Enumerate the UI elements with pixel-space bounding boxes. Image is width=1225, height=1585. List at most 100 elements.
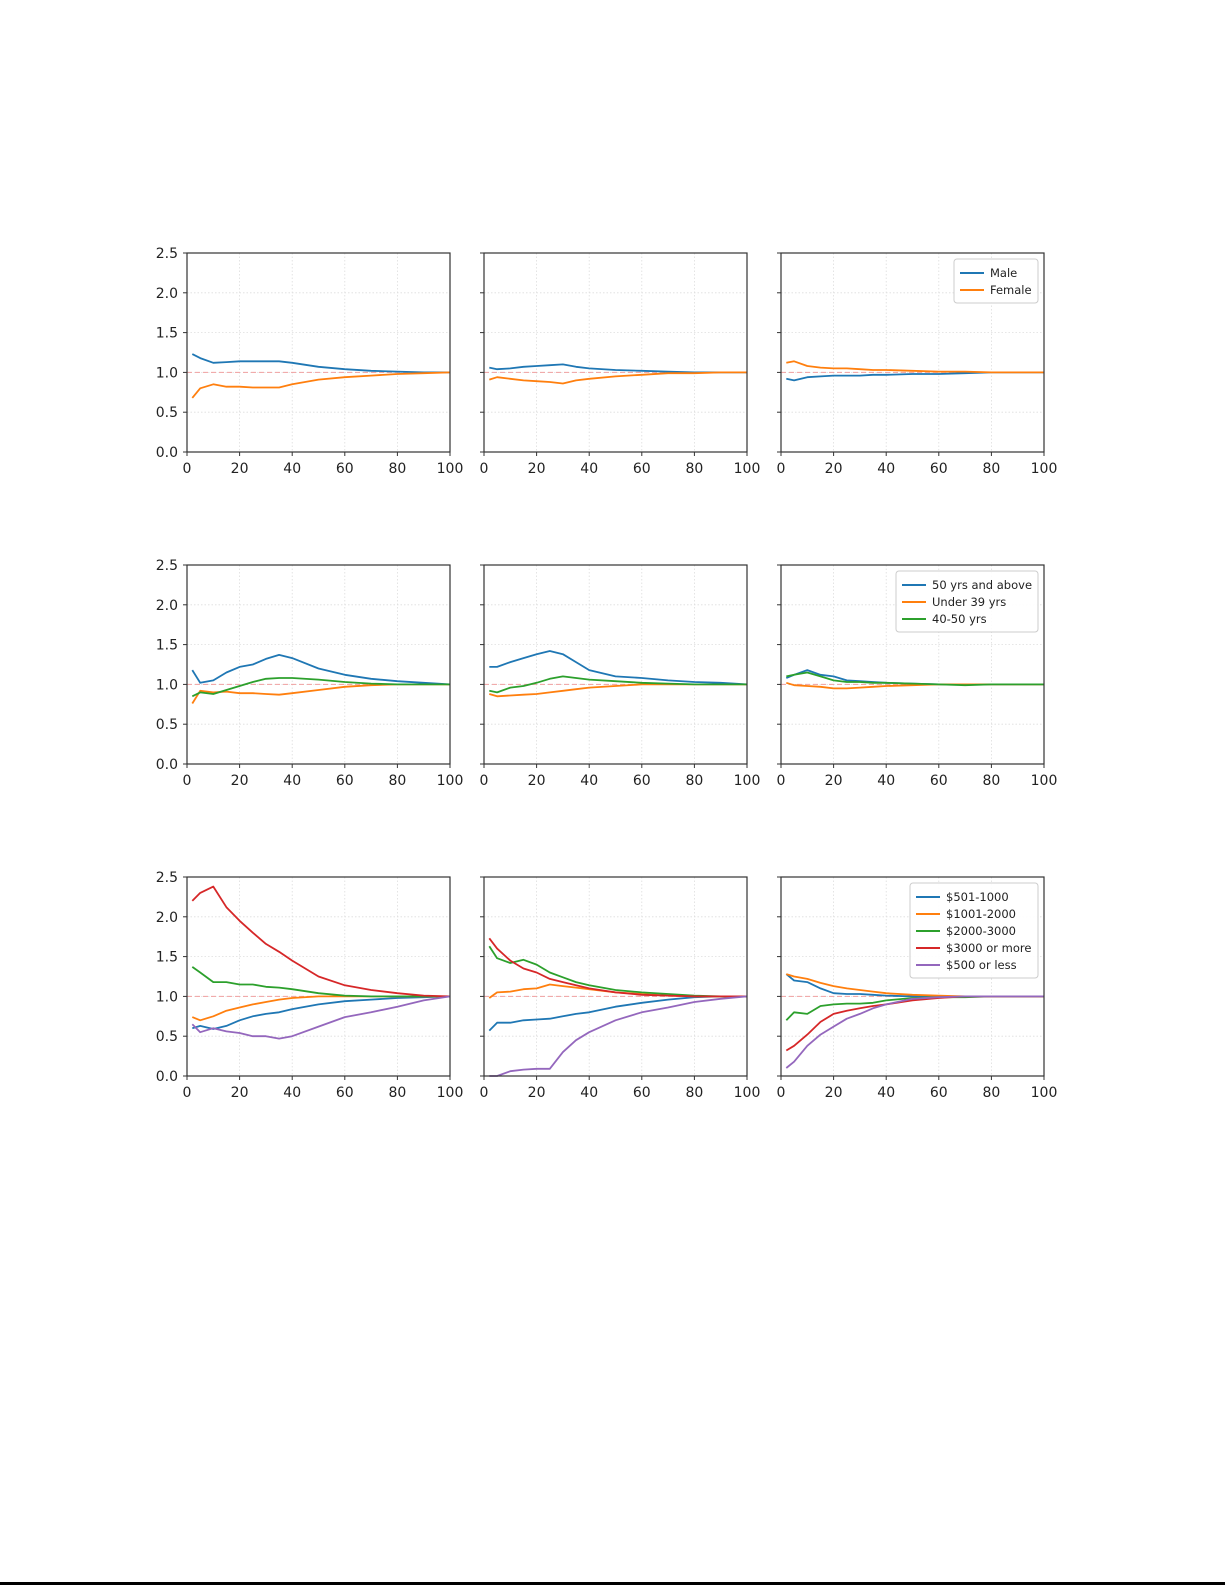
series-line--500-or-less bbox=[489, 995, 748, 1077]
axes-frame bbox=[483, 876, 748, 1077]
x-tick-label: 100 bbox=[734, 1085, 761, 1101]
x-tick-label: 40 bbox=[283, 773, 301, 789]
series-line-40-50-yrs bbox=[786, 671, 1044, 687]
panel-r3-c2: 0 20 40 60 80 100 bbox=[480, 876, 761, 1101]
x-tick-label: 0 bbox=[183, 1085, 192, 1101]
axes-frame bbox=[483, 252, 748, 453]
x-tick-label: 20 bbox=[528, 1085, 546, 1101]
series-line-male bbox=[489, 363, 747, 374]
x-tick-label: 60 bbox=[336, 461, 354, 477]
x-tick-label: 100 bbox=[437, 461, 464, 477]
series-line-female bbox=[191, 371, 451, 399]
series-line-under-39-yrs bbox=[489, 683, 747, 698]
x-tick-label: 40 bbox=[877, 773, 895, 789]
y-tick-label: 2.5 bbox=[156, 870, 178, 886]
x-tick-label: 80 bbox=[388, 461, 406, 477]
x-tick-label: 60 bbox=[930, 461, 948, 477]
series-line--1001-2000 bbox=[191, 995, 450, 1022]
panel-r3-c3: 0 20 40 60 80 100 $501-1000 $1001-2000 $2000-300… bbox=[777, 876, 1057, 1101]
panel-r2-c3: 0 20 40 60 80 100 50 yrs and above Under 39 yrs… bbox=[777, 564, 1058, 789]
series-line-male bbox=[786, 371, 1044, 382]
x-tick-label: 20 bbox=[825, 773, 843, 789]
x-tick-label: 20 bbox=[528, 461, 546, 477]
x-tick-label: 20 bbox=[231, 1085, 249, 1101]
y-tick-label: 2.5 bbox=[156, 246, 178, 262]
series-line-female bbox=[489, 371, 747, 385]
x-tick-label: 0 bbox=[183, 773, 192, 789]
series-line--3000-or-more bbox=[191, 885, 451, 998]
axes-frame bbox=[186, 876, 451, 1077]
legend-box bbox=[895, 570, 1039, 633]
x-tick-label: 100 bbox=[734, 773, 761, 789]
series-line--2000-3000 bbox=[191, 966, 450, 998]
axes-frame bbox=[186, 252, 451, 453]
y-tick-label: 0.5 bbox=[156, 717, 178, 733]
x-tick-label: 0 bbox=[183, 461, 192, 477]
axes-frame bbox=[780, 252, 1045, 453]
series-line-40-50-yrs bbox=[489, 675, 747, 694]
x-tick-label: 80 bbox=[982, 1085, 1000, 1101]
axes-frame bbox=[780, 564, 1045, 765]
x-tick-label: 60 bbox=[633, 773, 651, 789]
legend-label: Male bbox=[990, 266, 1017, 280]
y-tick-label: 2.5 bbox=[156, 558, 178, 574]
legend: 50 yrs and above Under 39 yrs 40-50 yrs bbox=[895, 570, 1039, 633]
y-tick-label: 2.0 bbox=[156, 910, 178, 926]
y-tick-label: 2.0 bbox=[156, 286, 178, 302]
y-tick-label: 0.0 bbox=[156, 445, 178, 461]
axes-frame bbox=[186, 564, 451, 765]
y-tick-label: 1.0 bbox=[156, 365, 178, 381]
legend-box bbox=[909, 882, 1039, 979]
series-line--3000-or-more bbox=[488, 937, 747, 998]
x-tick-label: 60 bbox=[930, 1085, 948, 1101]
x-tick-label: 60 bbox=[930, 773, 948, 789]
x-tick-label: 100 bbox=[437, 773, 464, 789]
y-tick-label: 0.0 bbox=[156, 757, 178, 773]
series-line--500-or-less bbox=[191, 995, 451, 1040]
panel-r3-c1: 0 20 40 60 80 100 0.0 0.5 1.0 1.5 2.0 2.5 bbox=[156, 870, 464, 1101]
y-tick-label: 2.0 bbox=[156, 598, 178, 614]
y-tick-label: 1.0 bbox=[156, 989, 178, 1005]
legend-label: $500 or less bbox=[946, 958, 1017, 972]
panel-r2-c2: 0 20 40 60 80 100 bbox=[480, 564, 761, 789]
series-line-40-50-yrs bbox=[191, 677, 450, 698]
legend-label: $2000-3000 bbox=[946, 924, 1016, 938]
x-tick-label: 60 bbox=[633, 1085, 651, 1101]
y-tick-label: 1.0 bbox=[156, 677, 178, 693]
x-tick-label: 40 bbox=[580, 461, 598, 477]
legend-label: 40-50 yrs bbox=[932, 612, 987, 626]
y-tick-label: 0.5 bbox=[156, 405, 178, 421]
series-line-50-yrs-and-above bbox=[191, 654, 451, 686]
x-tick-label: 0 bbox=[777, 461, 786, 477]
x-tick-label: 100 bbox=[1031, 773, 1058, 789]
panel-r1-c2: 0 20 40 60 80 100 bbox=[480, 252, 761, 477]
x-tick-label: 80 bbox=[982, 773, 1000, 789]
x-tick-label: 80 bbox=[685, 1085, 703, 1101]
y-tick-label: 0.0 bbox=[156, 1069, 178, 1085]
x-tick-label: 60 bbox=[336, 773, 354, 789]
x-tick-label: 100 bbox=[437, 1085, 464, 1101]
x-tick-label: 0 bbox=[777, 1085, 786, 1101]
x-tick-label: 100 bbox=[734, 461, 761, 477]
x-tick-label: 80 bbox=[388, 1085, 406, 1101]
series-line--501-1000 bbox=[192, 995, 451, 1030]
x-tick-label: 80 bbox=[388, 773, 406, 789]
series-line--500-or-less bbox=[785, 995, 1044, 1069]
series-line-under-39-yrs bbox=[191, 683, 450, 704]
x-tick-label: 20 bbox=[231, 461, 249, 477]
legend: $501-1000 $1001-2000 $2000-3000 $3000 or mo… bbox=[909, 882, 1039, 979]
x-tick-label: 40 bbox=[283, 1085, 301, 1101]
legend-label: Under 39 yrs bbox=[932, 595, 1006, 609]
x-tick-label: 40 bbox=[877, 461, 895, 477]
x-tick-label: 20 bbox=[528, 773, 546, 789]
x-tick-label: 20 bbox=[231, 773, 249, 789]
page-bottom-border bbox=[0, 1582, 1225, 1585]
x-tick-label: 40 bbox=[580, 1085, 598, 1101]
legend-label: $501-1000 bbox=[946, 890, 1009, 904]
x-tick-label: 20 bbox=[825, 461, 843, 477]
series-line--3000-or-more bbox=[785, 995, 1044, 1052]
x-tick-label: 20 bbox=[825, 1085, 843, 1101]
y-tick-label: 1.5 bbox=[156, 638, 178, 654]
x-tick-label: 60 bbox=[336, 1085, 354, 1101]
